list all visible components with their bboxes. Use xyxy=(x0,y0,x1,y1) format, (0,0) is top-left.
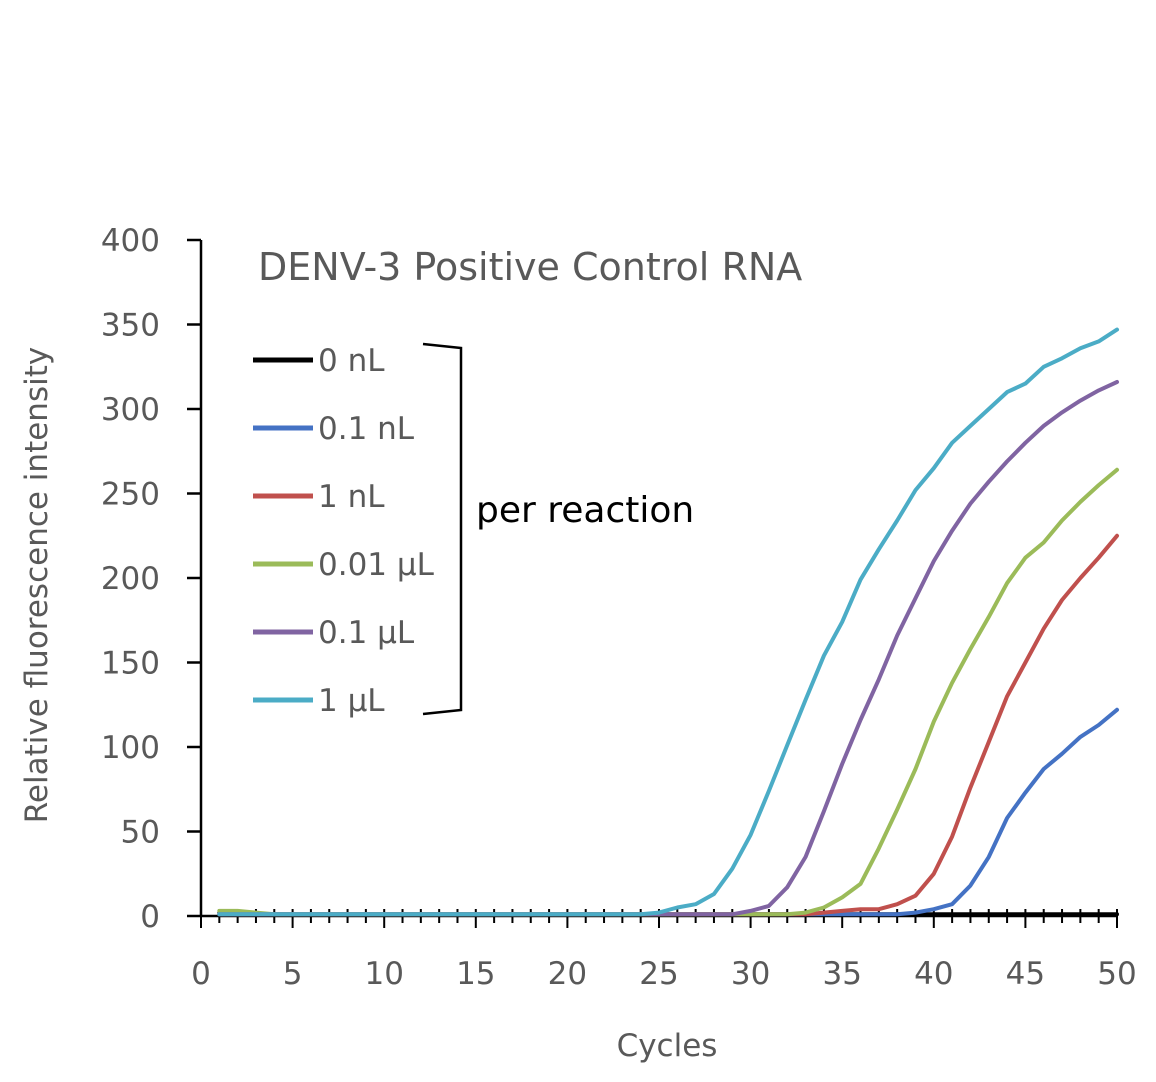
x-tick-label: 5 xyxy=(283,956,303,992)
legend-label: 0 nL xyxy=(318,343,385,379)
y-tick-label: 250 xyxy=(101,477,160,513)
x-tick-label: 50 xyxy=(1097,956,1136,992)
per-reaction-annotation: per reaction xyxy=(476,490,694,531)
y-tick-label: 200 xyxy=(101,561,160,597)
x-tick-label: 25 xyxy=(639,956,678,992)
legend-label: 0.01 μL xyxy=(318,547,435,583)
legend-label: 1 nL xyxy=(318,479,385,515)
x-tick-label: 35 xyxy=(822,956,861,992)
y-tick-label: 100 xyxy=(101,730,160,766)
x-tick-label: 0 xyxy=(191,956,211,992)
legend-label: 0.1 μL xyxy=(318,615,415,651)
chart-title: DENV-3 Positive Control RNA xyxy=(258,245,802,289)
y-tick-label: 150 xyxy=(101,646,160,682)
legend-label: 0.1 nL xyxy=(318,411,415,447)
y-tick-label: 400 xyxy=(101,223,160,259)
x-tick-label: 10 xyxy=(364,956,403,992)
series-lines xyxy=(217,327,1119,917)
legend: 0 nL 0.1 nL 1 nL 0.01 μL 0.1 μL 1 μL xyxy=(253,343,435,719)
series-line xyxy=(217,533,1119,917)
x-tick-label: 40 xyxy=(914,956,953,992)
y-tick-label: 300 xyxy=(101,392,160,428)
y-tick-label: 0 xyxy=(140,899,160,935)
y-tick-label: 50 xyxy=(121,815,160,851)
legend-bracket xyxy=(422,342,463,716)
x-tick-label: 15 xyxy=(456,956,495,992)
x-tick-label: 45 xyxy=(1006,956,1045,992)
x-tick-label: 30 xyxy=(731,956,770,992)
axes: 0 50 100 150 200 250 300 350 400 0 5 10 15 20 25 30 35 40… xyxy=(101,223,1137,992)
legend-label: 1 μL xyxy=(318,683,385,719)
x-tick-label: 20 xyxy=(548,956,587,992)
y-tick-label: 350 xyxy=(101,308,160,344)
x-axis-title: Cycles xyxy=(617,1028,718,1064)
series-line xyxy=(217,327,1119,917)
series-line xyxy=(217,707,1119,917)
y-axis-title: Relative fluorescence intensity xyxy=(19,347,55,823)
